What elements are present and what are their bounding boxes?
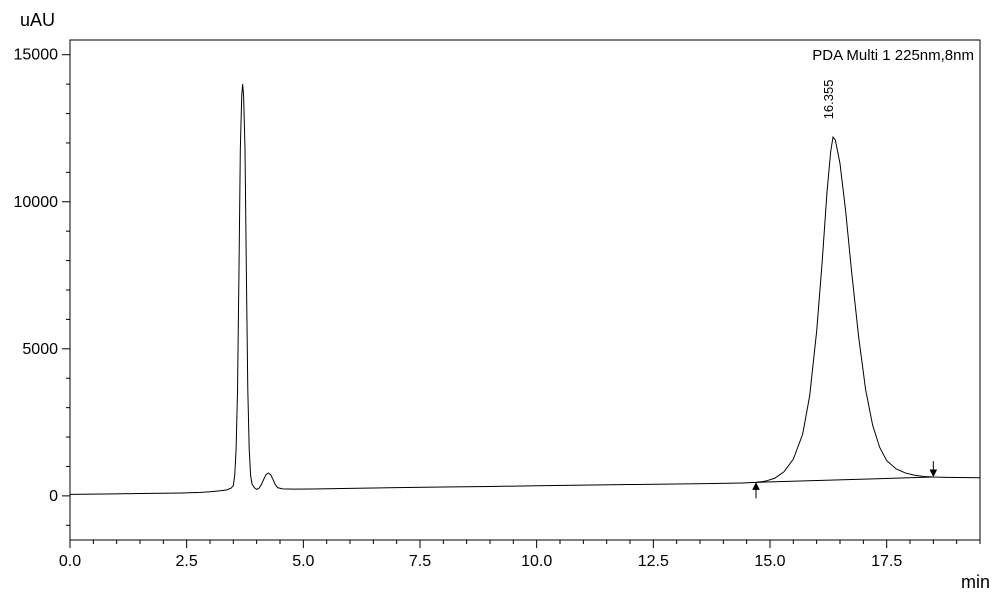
chromatogram-trace	[70, 84, 980, 494]
x-tick-label: 15.0	[754, 553, 785, 570]
integration-baseline	[756, 477, 933, 482]
x-tick-label: 12.5	[638, 553, 669, 570]
x-tick-label: 7.5	[409, 553, 431, 570]
integration-start-arrowhead	[753, 483, 759, 489]
y-axis-title: uAU	[20, 10, 55, 31]
chromatogram-chart: uAU min 0.0 2.5 5.0 7.5 10.0 12.5 15.0 17.5 0 500…	[0, 0, 1000, 603]
x-axis-title: min	[961, 572, 990, 593]
detector-annotation: PDA Multi 1 225nm,8nm	[812, 47, 974, 64]
x-tick-label: 0.0	[59, 553, 81, 570]
integration-end-arrowhead	[930, 470, 936, 476]
y-tick-label: 5000	[22, 341, 58, 358]
x-tick-label: 2.5	[176, 553, 198, 570]
plot-border	[70, 40, 980, 540]
y-tick-label: 10000	[14, 194, 59, 211]
x-tick-label: 5.0	[292, 553, 314, 570]
plot-area: 0.0 2.5 5.0 7.5 10.0 12.5 15.0 17.5 0 5000 10000 15…	[0, 0, 1000, 603]
x-tick-label: 17.5	[871, 553, 902, 570]
y-tick-label: 15000	[14, 47, 59, 64]
x-tick-label: 10.0	[521, 553, 552, 570]
y-tick-label: 0	[49, 488, 58, 505]
peak-retention-label: 16.355	[821, 80, 836, 120]
